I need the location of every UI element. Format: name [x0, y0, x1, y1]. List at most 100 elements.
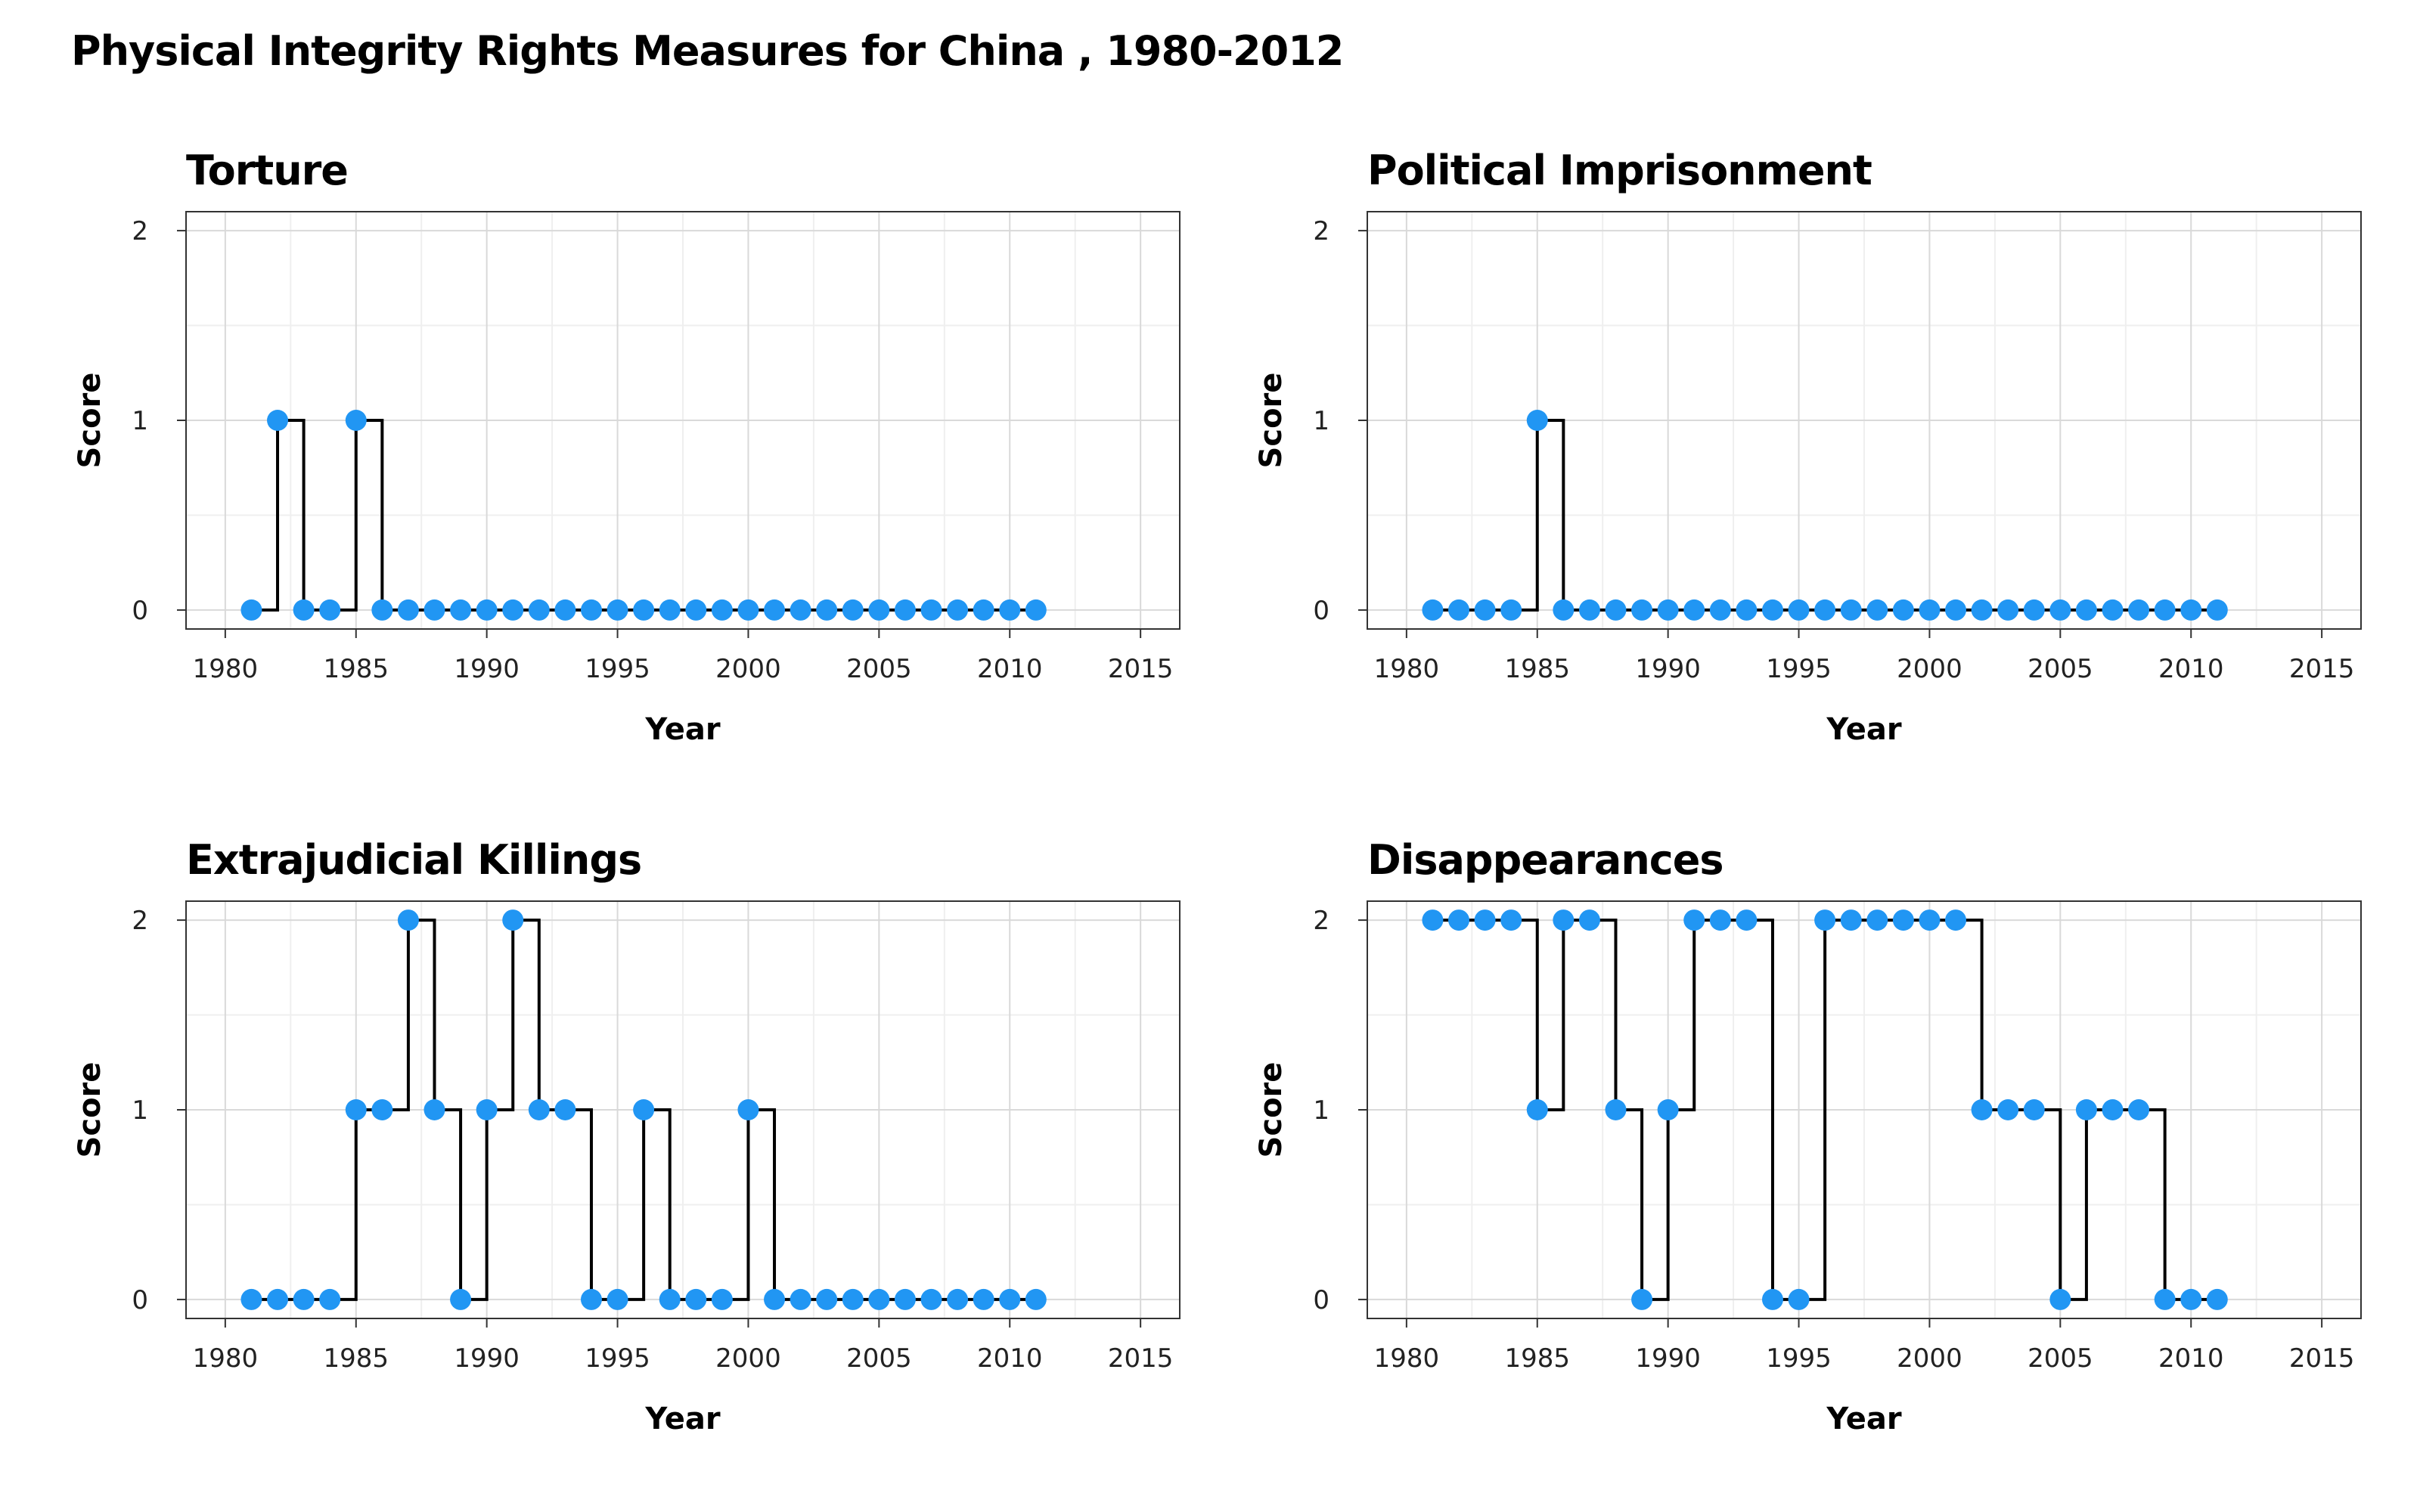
chart-disappearances-point-2004 — [2023, 1099, 2045, 1120]
chart-extrajudicial-killings-point-2003 — [816, 1288, 838, 1310]
chart-disappearances-point-1984 — [1500, 909, 1522, 931]
chart-disappearances-point-2005 — [2049, 1288, 2071, 1310]
chart-torture-y-tick-label: 2 — [132, 216, 148, 246]
chart-disappearances-point-2003 — [1997, 1099, 2019, 1120]
chart-extrajudicial-killings-point-2010 — [999, 1288, 1021, 1310]
chart-political-imprisonment-x-tick-label: 1980 — [1374, 654, 1440, 684]
chart-torture-point-1991 — [502, 599, 524, 621]
chart-extrajudicial-killings-point-2008 — [947, 1288, 969, 1310]
chart-disappearances-point-1985 — [1526, 1099, 1548, 1120]
chart-disappearances-point-2007 — [2102, 1099, 2124, 1120]
chart-extrajudicial-killings-x-tick-label: 2005 — [846, 1343, 912, 1374]
chart-disappearances-point-1982 — [1448, 909, 1470, 931]
chart-political-imprisonment-x-tick-label: 2015 — [2289, 654, 2355, 684]
chart-extrajudicial-killings-x-tick-label: 1980 — [193, 1343, 259, 1374]
chart-extrajudicial-killings-point-2006 — [894, 1288, 916, 1310]
chart-disappearances-point-2002 — [1971, 1099, 1993, 1120]
chart-disappearances-point-1987 — [1578, 909, 1600, 931]
chart-political-imprisonment-point-1986 — [1553, 599, 1575, 621]
chart-political-imprisonment-point-1983 — [1474, 599, 1496, 621]
chart-disappearances-point-1983 — [1474, 909, 1496, 931]
chart-political-imprisonment-y-axis-label: Score — [1254, 373, 1289, 469]
chart-extrajudicial-killings-point-2011 — [1025, 1288, 1047, 1310]
chart-disappearances-point-1986 — [1553, 909, 1575, 931]
chart-disappearances-y-tick-label: 0 — [1313, 1285, 1329, 1315]
chart-torture-point-1988 — [424, 599, 445, 621]
chart-extrajudicial-killings-point-1988 — [424, 1099, 445, 1120]
chart-torture-title: Torture — [186, 147, 348, 194]
chart-extrajudicial-killings-point-1983 — [293, 1288, 315, 1310]
chart-disappearances-x-tick-label: 1995 — [1766, 1343, 1832, 1374]
chart-extrajudicial-killings-title: Extrajudicial Killings — [186, 836, 641, 884]
chart-disappearances-point-1996 — [1814, 909, 1836, 931]
chart-torture-point-2005 — [868, 599, 890, 621]
chart-disappearances-point-2000 — [1919, 909, 1941, 931]
chart-political-imprisonment-point-2003 — [1997, 599, 2019, 621]
chart-disappearances-point-1981 — [1422, 909, 1444, 931]
chart-torture-point-2009 — [973, 599, 994, 621]
chart-disappearances-point-2010 — [2180, 1288, 2202, 1310]
chart-torture-point-1995 — [607, 599, 628, 621]
chart-extrajudicial-killings-point-1994 — [580, 1288, 602, 1310]
chart-disappearances-point-2006 — [2075, 1099, 2097, 1120]
chart-disappearances-x-tick-label: 2005 — [2028, 1343, 2093, 1374]
chart-torture-point-1986 — [371, 599, 393, 621]
chart-torture-point-1989 — [450, 599, 472, 621]
chart-extrajudicial-killings-y-tick-label: 1 — [132, 1095, 148, 1126]
chart-torture-x-tick-label: 2000 — [715, 654, 781, 684]
chart-extrajudicial-killings-point-2001 — [764, 1288, 786, 1310]
chart-torture-point-1993 — [554, 599, 576, 621]
chart-disappearances-point-2001 — [1945, 909, 1967, 931]
chart-torture-x-tick-label: 1985 — [323, 654, 389, 684]
chart-extrajudicial-killings-x-tick-label: 2015 — [1108, 1343, 1174, 1374]
chart-torture-point-2002 — [790, 599, 811, 621]
chart-torture-point-2008 — [947, 599, 969, 621]
chart-disappearances-x-tick-label: 1990 — [1635, 1343, 1701, 1374]
chart-political-imprisonment-point-2004 — [2023, 599, 2045, 621]
chart-extrajudicial-killings-x-tick-label: 1995 — [585, 1343, 650, 1374]
chart-political-imprisonment-x-tick-label: 2000 — [1897, 654, 1962, 684]
chart-torture-x-axis-label: Year — [644, 712, 720, 747]
chart-torture-point-2000 — [737, 599, 759, 621]
chart-political-imprisonment-point-1981 — [1422, 599, 1444, 621]
chart-extrajudicial-killings-point-1990 — [476, 1099, 498, 1120]
chart-torture-point-1998 — [685, 599, 707, 621]
chart-disappearances-point-1990 — [1657, 1099, 1679, 1120]
chart-political-imprisonment-point-1992 — [1709, 599, 1731, 621]
chart-political-imprisonment-x-tick-label: 1990 — [1635, 654, 1701, 684]
chart-political-imprisonment-point-1999 — [1892, 599, 1914, 621]
chart-disappearances-x-tick-label: 2000 — [1897, 1343, 1962, 1374]
chart-political-imprisonment-point-1984 — [1500, 599, 1522, 621]
chart-torture-point-2003 — [816, 599, 838, 621]
chart-extrajudicial-killings-point-2007 — [920, 1288, 942, 1310]
chart-disappearances-point-1998 — [1866, 909, 1888, 931]
chart-political-imprisonment-y-tick-label: 0 — [1313, 596, 1329, 626]
chart-political-imprisonment-point-1990 — [1657, 599, 1679, 621]
chart-torture-point-1999 — [711, 599, 733, 621]
chart-political-imprisonment-y-tick-label: 2 — [1313, 216, 1329, 246]
chart-extrajudicial-killings-point-1991 — [502, 909, 524, 931]
chart-disappearances-point-1994 — [1761, 1288, 1783, 1310]
chart-political-imprisonment-point-1998 — [1866, 599, 1888, 621]
chart-torture-x-tick-label: 1980 — [193, 654, 259, 684]
chart-torture-x-tick-label: 2015 — [1108, 654, 1174, 684]
chart-political-imprisonment-point-1989 — [1631, 599, 1653, 621]
chart-disappearances-x-axis-label: Year — [1826, 1402, 1901, 1436]
chart-disappearances-y-axis-label: Score — [1254, 1062, 1289, 1158]
chart-torture-y-tick-label: 1 — [132, 406, 148, 436]
chart-torture-point-1987 — [397, 599, 419, 621]
chart-political-imprisonment-point-1995 — [1788, 599, 1810, 621]
chart-political-imprisonment-x-tick-label: 2005 — [2028, 654, 2093, 684]
chart-extrajudicial-killings-point-1982 — [267, 1288, 289, 1310]
chart-torture-point-1984 — [319, 599, 341, 621]
chart-torture-point-2006 — [894, 599, 916, 621]
chart-extrajudicial-killings-point-1986 — [371, 1099, 393, 1120]
chart-torture-point-2004 — [842, 599, 864, 621]
chart-political-imprisonment-point-1985 — [1526, 410, 1548, 431]
chart-extrajudicial-killings-y-tick-label: 2 — [132, 906, 148, 936]
chart-extrajudicial-killings-point-1997 — [659, 1288, 681, 1310]
